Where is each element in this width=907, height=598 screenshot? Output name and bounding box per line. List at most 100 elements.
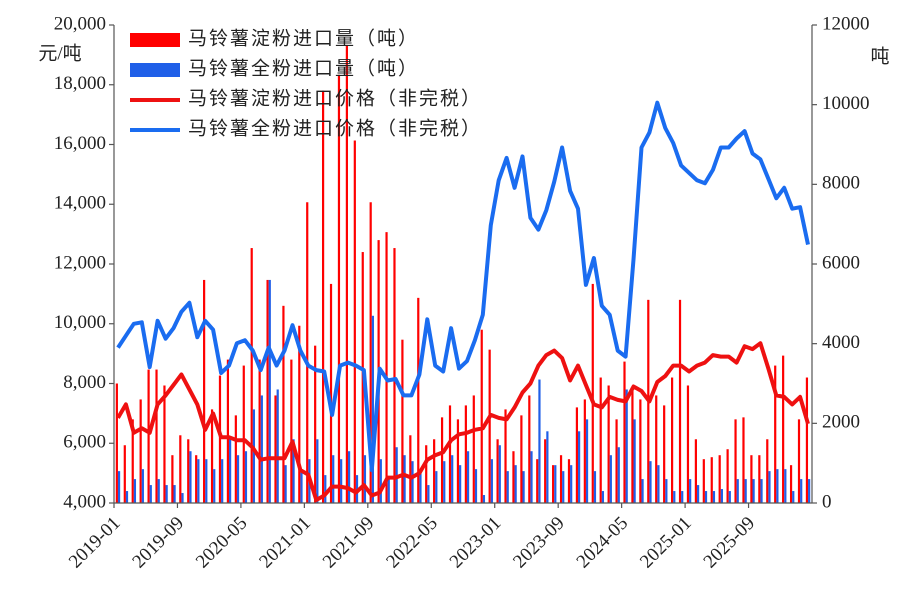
legend-label: 马铃薯淀粉进口价格（非完税） — [188, 87, 482, 109]
bar — [567, 459, 571, 503]
bar — [316, 439, 319, 503]
bar — [282, 305, 285, 503]
y2-tick-label: 2000 — [822, 412, 860, 433]
bar — [774, 365, 777, 503]
bar — [472, 395, 475, 503]
bar — [504, 409, 507, 503]
bar — [411, 461, 414, 503]
bar — [752, 479, 755, 503]
y-tick-label: 8,000 — [63, 372, 106, 393]
bar — [578, 431, 581, 503]
bar — [195, 455, 198, 503]
bar — [583, 399, 586, 503]
bar — [443, 461, 446, 503]
bar — [163, 385, 166, 503]
x-tick-label: 2021-01 — [255, 513, 315, 573]
bar — [673, 491, 676, 503]
legend-label: 马铃薯淀粉进口量（吨） — [188, 27, 419, 49]
y-axis-label: 元/吨 — [38, 42, 81, 64]
bar — [498, 445, 501, 503]
bar — [229, 439, 232, 503]
bar — [482, 495, 486, 503]
y-tick-label: 16,000 — [54, 133, 106, 154]
bar — [274, 395, 277, 503]
bar — [314, 345, 317, 503]
bar — [736, 479, 739, 503]
bar — [689, 479, 692, 503]
bar — [149, 485, 152, 503]
bar — [234, 415, 237, 503]
bar — [321, 90, 325, 503]
bar — [760, 479, 763, 503]
bar — [655, 395, 658, 503]
bar — [401, 339, 404, 503]
bar — [385, 232, 388, 503]
bar — [276, 389, 279, 503]
bar — [125, 491, 129, 503]
bar — [157, 479, 160, 503]
bar — [417, 297, 420, 503]
bar — [808, 479, 811, 503]
bar — [506, 471, 509, 503]
x-tick-label: 2019-01 — [65, 513, 125, 573]
bar — [197, 459, 200, 503]
bar — [522, 471, 525, 503]
bar — [720, 489, 723, 503]
legend-swatch — [130, 63, 180, 77]
bar — [686, 385, 690, 503]
bar — [758, 455, 761, 503]
bar — [290, 359, 293, 503]
bar — [258, 359, 261, 503]
bar — [155, 369, 158, 503]
bar — [165, 485, 168, 503]
bar — [213, 469, 216, 503]
bar — [425, 445, 428, 503]
bar — [538, 379, 541, 503]
legend-label: 马铃薯全粉进口价格（非完税） — [188, 117, 482, 139]
bar — [530, 451, 533, 503]
bar — [260, 395, 263, 503]
bar — [800, 479, 803, 503]
bar — [181, 493, 184, 503]
bar — [570, 465, 573, 503]
bar — [466, 451, 470, 503]
x-tick-label: 2019-09 — [128, 513, 188, 573]
bar — [189, 451, 192, 503]
y-tick-label: 6,000 — [63, 432, 106, 453]
y2-tick-label: 8000 — [822, 173, 860, 194]
bar — [726, 449, 729, 503]
bar — [766, 439, 769, 503]
bar — [694, 439, 697, 503]
bar — [332, 455, 335, 503]
bar — [665, 479, 668, 503]
bar — [131, 419, 134, 503]
bar — [371, 315, 374, 503]
bar — [712, 491, 716, 503]
bar — [306, 202, 309, 503]
bar — [704, 491, 708, 503]
bar — [623, 361, 626, 503]
bar — [179, 435, 182, 503]
bar — [742, 417, 745, 503]
bar — [115, 383, 118, 503]
bar — [585, 419, 589, 503]
bar — [464, 405, 467, 503]
bar — [710, 457, 713, 503]
bar — [663, 405, 666, 503]
legend-swatch — [130, 33, 180, 47]
bar — [292, 439, 295, 503]
bar — [218, 375, 222, 503]
bar — [789, 465, 793, 503]
bar — [147, 369, 150, 503]
bar — [203, 279, 206, 503]
x-tick-label: 2025-09 — [700, 513, 760, 573]
bar — [226, 359, 230, 503]
bar — [324, 475, 327, 503]
bar — [337, 74, 341, 504]
bar — [782, 355, 785, 503]
bar — [451, 455, 454, 503]
bar — [419, 471, 422, 503]
line — [116, 341, 810, 502]
bar — [631, 389, 634, 503]
